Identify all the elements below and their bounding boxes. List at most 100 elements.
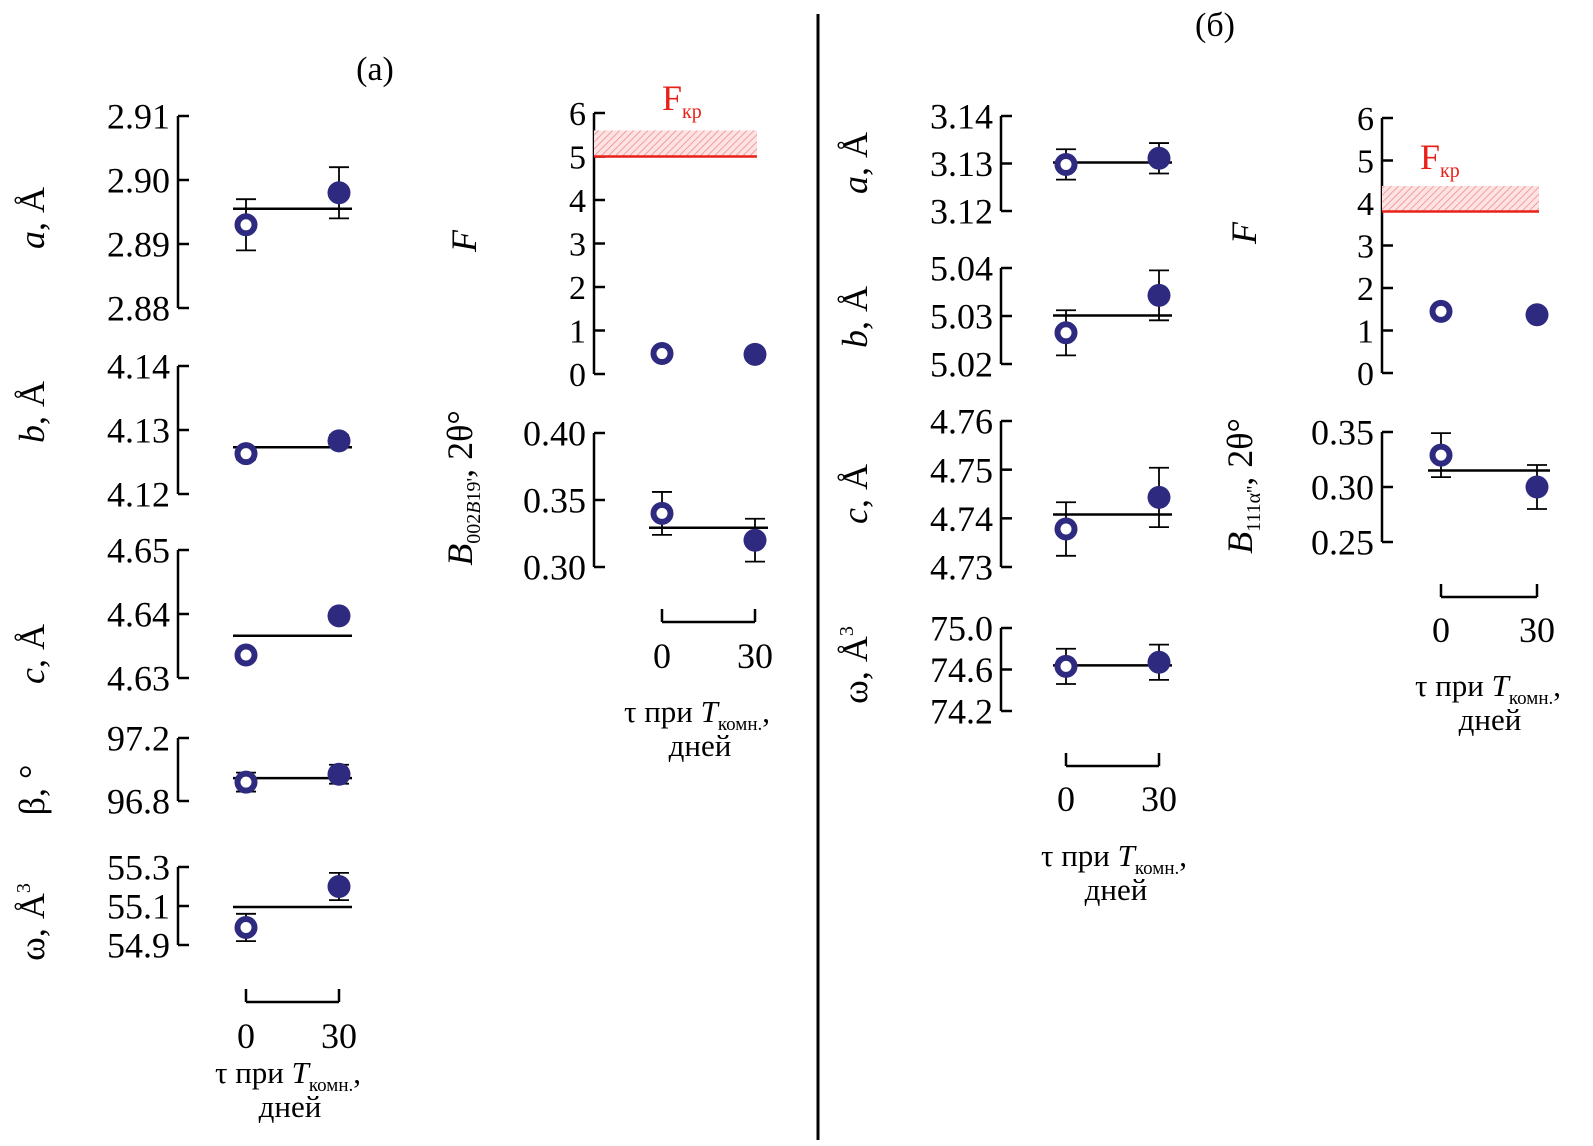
xlabel-b-left: τ при Tкомн., xyxy=(1041,838,1187,879)
data-point-day30 xyxy=(1147,283,1171,307)
data-point-day0 xyxy=(1054,654,1078,678)
ylabel-a-beta: β, ° xyxy=(12,765,52,816)
subplot-a-b: 4.14 4.13 4.12 xyxy=(107,347,352,515)
y-tick-label: 4.63 xyxy=(107,659,170,699)
y-tick-label: 2 xyxy=(569,270,586,307)
y-tick-label: 0.30 xyxy=(1311,468,1374,508)
data-point-day30 xyxy=(1525,475,1549,499)
y-tick-label: 55.3 xyxy=(107,848,170,888)
f-critical-band xyxy=(1382,186,1539,212)
y-tick-label: 4.75 xyxy=(930,450,993,490)
y-tick-label: 5 xyxy=(1357,143,1374,180)
ylabel-b-omega: ω, Å3 xyxy=(835,626,875,704)
x-tick-label: 30 xyxy=(1519,610,1555,650)
xlabel-b-left-2: дней xyxy=(1085,872,1148,907)
y-tick-label: 4.13 xyxy=(107,411,170,451)
y-tick-label: 4 xyxy=(1357,186,1374,223)
y-tick-label: 6 xyxy=(569,96,586,133)
data-point-day30 xyxy=(327,181,351,205)
x-tick-label: 0 xyxy=(237,1016,255,1056)
data-point-day30 xyxy=(327,429,351,453)
plots: 2.91 2.90 2.89 2.88 4.14 4.13 4.12 4.65 4.64 4.63… xyxy=(107,96,1555,1056)
subplot-a-omega: 55.355.154.9 0 30 xyxy=(107,848,357,1056)
y-tick-label: 4.65 xyxy=(107,531,170,571)
y-tick-label: 54.9 xyxy=(107,926,170,966)
data-point-day0 xyxy=(650,501,674,525)
x-tick-label: 0 xyxy=(1057,779,1075,819)
data-point-day0 xyxy=(234,213,258,237)
y-tick-label: 0.35 xyxy=(523,481,586,521)
y-tick-label: 2.89 xyxy=(107,225,170,265)
subplot-b-B: 0.35 0.30 0.25 0 30 xyxy=(1311,413,1555,650)
y-tick-label: 5.02 xyxy=(930,345,993,385)
f-critical-band xyxy=(594,130,757,157)
y-tick-label: 96.8 xyxy=(107,782,170,822)
x-axis-titles: τ при Tкомн., дней τ при Tкомн., дней τ … xyxy=(215,668,1561,1124)
ylabel-a-F: F xyxy=(444,229,484,253)
y-tick-label: 97.2 xyxy=(107,719,170,759)
ylabel-b-b: b, Å xyxy=(835,286,875,348)
y-tick-label: 4 xyxy=(569,183,586,220)
y-tick-label: 3.12 xyxy=(930,192,993,232)
fcrit-a-sub: кр xyxy=(682,101,702,123)
y-tick-label: 2.90 xyxy=(107,161,170,201)
xlabel-b-right: τ при Tкомн., xyxy=(1415,668,1561,709)
fcrit-b-main: F xyxy=(1420,137,1440,177)
data-point-day30 xyxy=(743,342,767,366)
data-point-day30 xyxy=(327,604,351,628)
y-tick-label: 4.64 xyxy=(107,595,170,635)
y-tick-label: 2.88 xyxy=(107,289,170,329)
xlabel-a-left: τ при Tкомн., xyxy=(215,1055,361,1096)
y-axis-titles: a, Å b, Å c, Å β, ° ω, Å3 F B002B19', 2θ… xyxy=(12,132,1265,961)
data-point-day0 xyxy=(1429,299,1453,323)
y-tick-label: 3.14 xyxy=(930,97,993,137)
subplot-b-F: 6 5 4 3 2 1 0 xyxy=(1357,101,1549,393)
ylabel-a-omega: ω, Å3 xyxy=(12,883,52,961)
ylabel-b-c: c, Å xyxy=(835,464,875,524)
y-tick-label: 4.12 xyxy=(107,475,170,515)
y-tick-label: 0.25 xyxy=(1311,523,1374,563)
x-tick-label: 30 xyxy=(1141,779,1177,819)
subplot-a-B: 0.40 0.35 0.30 0 30 xyxy=(523,414,773,676)
x-tick-label: 0 xyxy=(1432,610,1450,650)
xlabel-a-right-2: дней xyxy=(669,728,732,763)
y-tick-label: 4.74 xyxy=(930,499,993,539)
fcrit-a-main: F xyxy=(662,78,682,118)
subplot-b-c: 4.76 4.75 4.74 4.73 xyxy=(930,402,1172,588)
data-point-day0 xyxy=(1429,443,1453,467)
y-tick-label: 55.1 xyxy=(107,887,170,927)
xlabel-b-right-2: дней xyxy=(1459,702,1522,737)
ylabel-a-c: c, Å xyxy=(12,624,52,684)
data-point-day0 xyxy=(234,643,258,667)
y-tick-label: 0.30 xyxy=(523,548,586,588)
subplot-a-a: 2.91 2.90 2.89 2.88 xyxy=(107,97,352,329)
y-tick-label: 5.03 xyxy=(930,297,993,337)
y-tick-label: 0 xyxy=(1357,356,1374,393)
y-tick-label: 3 xyxy=(569,226,586,263)
y-tick-label: 74.2 xyxy=(930,692,993,732)
data-point-day30 xyxy=(1147,146,1171,170)
data-point-day30 xyxy=(327,875,351,898)
y-tick-label: 1 xyxy=(569,313,586,350)
x-tick-label: 30 xyxy=(321,1016,357,1056)
y-tick-label: 4.76 xyxy=(930,402,993,442)
y-tick-label: 3.13 xyxy=(930,144,993,184)
fcrit-b-sub: кр xyxy=(1440,160,1460,182)
panel-a-label: (а) xyxy=(356,51,394,88)
xlabel-a-right: τ при Tкомн., xyxy=(624,694,770,735)
x-tick-label: 0 xyxy=(653,636,671,676)
x-tick-label: 30 xyxy=(737,636,773,676)
data-point-day0 xyxy=(1054,517,1078,541)
ylabel-b-a: a, Å xyxy=(835,132,875,194)
ylabel-b-F: F xyxy=(1224,221,1264,245)
subplot-b-omega: 75.074.674.2 0 30 xyxy=(930,609,1177,819)
data-point-day0 xyxy=(234,770,258,794)
subplot-b-a: 3.14 3.13 3.12 xyxy=(930,97,1172,232)
y-tick-label: 2.91 xyxy=(107,97,170,137)
y-tick-label: 2 xyxy=(1357,271,1374,308)
y-tick-label: 0.40 xyxy=(523,414,586,454)
fcrit-label-b: Fкр xyxy=(1420,137,1460,182)
subplot-a-c: 4.65 4.64 4.63 xyxy=(107,531,352,699)
data-point-day30 xyxy=(327,762,351,786)
